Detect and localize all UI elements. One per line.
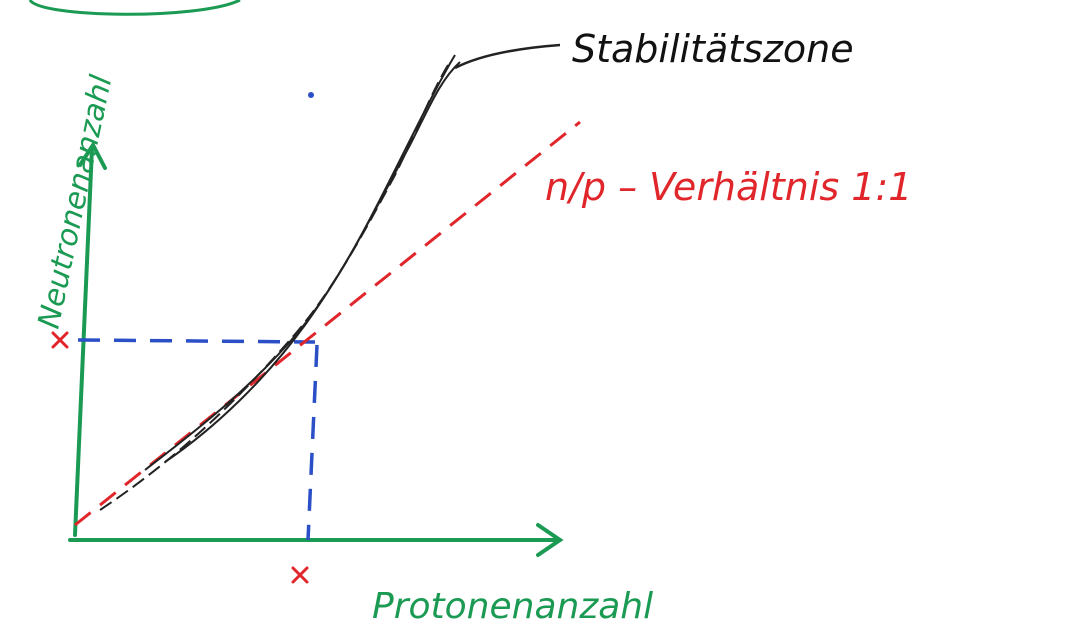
x-axis-label: Protonenanzahl <box>372 586 653 627</box>
diagram: Stabilitätszone n/p – Verhältnis 1:1 Neu… <box>0 0 1074 637</box>
stability-zone-label: Stabilitätszone <box>572 27 854 71</box>
np-ratio-label: n/p – Verhältnis 1:1 <box>545 165 912 209</box>
blue-dot <box>308 92 314 98</box>
